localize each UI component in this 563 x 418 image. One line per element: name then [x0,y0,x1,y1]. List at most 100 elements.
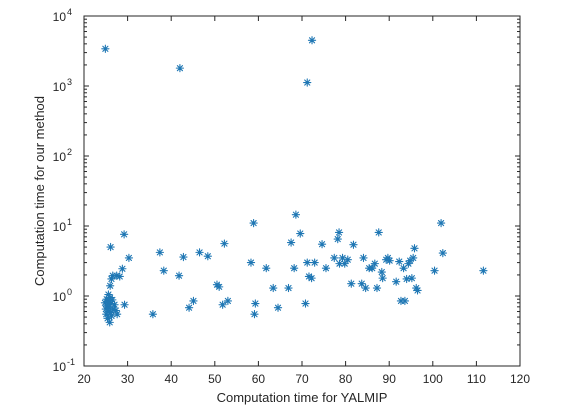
x-tick-label: 40 [165,372,179,386]
y-tick-exponent: 0 [67,287,72,297]
data-point [251,299,260,308]
data-point [175,63,185,73]
data-point [303,78,312,87]
data-point [317,240,327,249]
data-point [106,281,115,290]
data-point [290,263,299,273]
data-point [400,296,410,306]
axes-box [83,15,521,367]
y-tick-exponent: 4 [67,7,72,17]
plot-area [83,15,521,367]
data-point [378,273,387,283]
data-point [307,273,316,283]
data-point [262,263,271,273]
data-point [410,244,419,253]
data-point [359,253,368,263]
x-axis-ticks: 20 30 40 50 60 70 80 90 100 110 120 [77,16,530,386]
data-point [334,228,344,237]
y-tick-exponent: 2 [67,147,72,157]
data-point [110,300,119,309]
data-point [286,238,296,247]
data-point [291,210,301,219]
data-point [321,263,331,273]
x-tick-label: 110 [467,372,486,386]
y-axis-label: Computation time for our method [32,96,47,286]
data-point [215,282,224,292]
data-point [179,252,188,262]
data-point [106,308,115,317]
data-point [184,303,194,312]
data-point [377,267,386,277]
data-point [370,259,379,268]
x-tick-label: 30 [121,372,135,386]
y-tick-exponent: -1 [67,357,75,367]
data-point [361,283,370,293]
y-tick-label: 10 [53,220,67,234]
data-point [108,295,117,305]
x-tick-label: 70 [295,372,309,386]
data-point [109,304,118,314]
y-tick-label: 10 [53,360,67,374]
data-point [203,252,212,261]
x-tick-label: 80 [339,372,353,386]
data-point [106,242,115,252]
data-point [246,258,256,267]
data-point [343,255,352,264]
y-tick-label: 10 [53,150,67,164]
data-point [103,314,112,323]
data-point [104,290,113,299]
data-point [413,286,422,295]
data-point [220,239,229,248]
data-point [273,303,283,312]
data-point [372,283,382,293]
data-point [310,258,319,267]
data-point [368,263,377,273]
data-point [120,300,129,309]
data-point [107,274,116,284]
data-point [284,283,293,293]
data-point [307,36,317,45]
y-tick-exponent: 1 [67,217,72,227]
data-point [303,258,312,267]
x-tick-label: 90 [383,372,397,386]
data-points [100,36,488,327]
data-point [338,253,347,263]
data-point [100,298,110,307]
data-point [195,248,204,257]
data-point [430,266,439,275]
data-point [111,306,120,315]
data-point [115,272,124,281]
data-point [118,264,127,273]
x-tick-label: 100 [423,372,443,386]
data-point [304,272,314,281]
data-point [335,259,344,268]
data-point [412,283,421,293]
data-point [159,266,168,275]
data-point [399,263,408,273]
data-point [105,302,114,311]
data-point [174,271,184,280]
data-point [395,257,404,266]
data-point [436,218,446,228]
y-tick-label: 10 [53,290,67,304]
data-point [124,253,134,263]
data-point [296,229,305,238]
data-point [107,311,116,321]
data-point [102,301,112,311]
data-point [409,253,418,263]
data-point [407,273,417,283]
data-point [112,271,121,280]
data-point [269,283,278,293]
y-tick-label: 10 [53,80,67,94]
data-point [404,259,413,268]
data-point [333,234,342,244]
data-point [357,279,366,288]
x-axis-label: Computation time for YALMIP [217,390,388,405]
data-point [438,248,447,258]
x-tick-label: 120 [510,372,530,386]
data-point [106,299,116,308]
data-point [223,296,233,306]
data-point [385,256,394,265]
